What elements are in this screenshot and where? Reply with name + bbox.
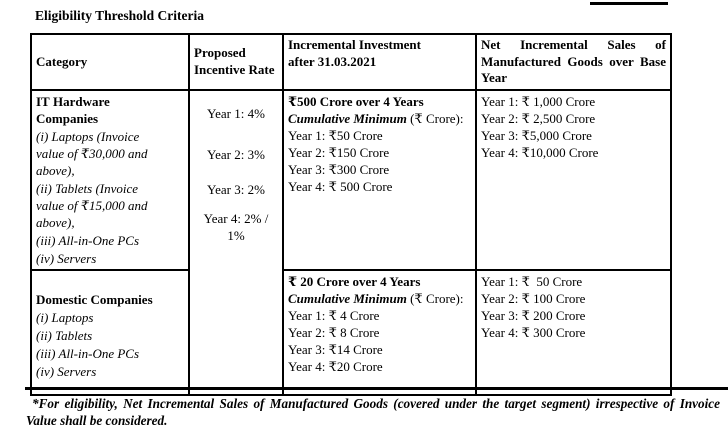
column-header-net-incremental-sales: Net Incremental Sales of Manufactured Go…	[475, 33, 672, 91]
footnote: *For eligibility, Net Incremental Sales …	[26, 396, 720, 428]
sales-year-4: Year 4: ₹ 300 Crore	[481, 324, 586, 340]
category-item: (iv) Servers	[36, 363, 97, 379]
cumulative-minimum-label: Cumulative Minimum	[288, 110, 407, 126]
column-header-incremental-investment-text: Incremental Investment after 31.03.2021	[288, 37, 421, 69]
investment-year-3: Year 3: ₹300 Crore	[288, 161, 390, 177]
rate-year-2: Year 2: 3%	[207, 146, 265, 162]
category-name: IT Hardware Companies	[36, 93, 110, 126]
category-item: (iii) All-in-One PCs	[36, 345, 140, 361]
sales-year-4: Year 4: ₹10,000 Crore	[481, 144, 599, 160]
sales-year-2: Year 2: ₹ 100 Crore	[481, 290, 586, 306]
investment-year-3: Year 3: ₹14 Crore	[288, 341, 383, 357]
top-rule-fragment	[590, 2, 668, 5]
sales-year-1: Year 1: ₹ 1,000 Crore	[481, 93, 596, 109]
cumulative-minimum-line: Cumulative Minimum (₹ Crore):	[288, 110, 471, 127]
sales-year-1: Year 1: ₹ 50 Crore	[481, 273, 583, 289]
category-content: Domestic Companies (i) Laptops (ii) Tabl…	[36, 291, 184, 380]
sales-year-3: Year 3: ₹5,000 Crore	[481, 127, 592, 143]
cumulative-minimum-label: Cumulative Minimum	[288, 290, 407, 306]
rate-year-3: Year 3: 2%	[207, 181, 265, 197]
sales-year-2: Year 2: ₹ 2,500 Crore	[481, 110, 596, 126]
investment-heading: ₹ 20 Crore over 4 Years	[288, 273, 421, 289]
table-header-row: Category Proposed Incentive Rate Increme…	[30, 33, 672, 91]
column-header-incremental-investment: Incremental Investment after 31.03.2021	[282, 33, 477, 91]
investment-cell-domestic: ₹ 20 Crore over 4 Years Cumulative Minim…	[282, 268, 477, 396]
category-item: (i) Laptops	[36, 309, 94, 325]
investment-heading: ₹500 Crore over 4 Years	[288, 93, 424, 109]
category-item: (ii) Tablets	[36, 327, 93, 343]
column-header-category: Category	[30, 33, 190, 91]
category-cell-it-hardware: IT Hardware Companies (i) Laptops (Invoi…	[30, 88, 190, 271]
sales-cell-domestic: Year 1: ₹ 50 Crore Year 2: ₹ 100 Crore Y…	[475, 268, 672, 396]
table-row-it-hardware: IT Hardware Companies (i) Laptops (Invoi…	[30, 88, 672, 396]
investment-cell-it-hardware: ₹500 Crore over 4 Years Cumulative Minim…	[282, 88, 477, 271]
footnote-separator-rule	[25, 387, 728, 390]
cumulative-minimum-suffix: (₹ Crore):	[406, 110, 464, 126]
investment-year-2: Year 2: ₹ 8 Crore	[288, 324, 380, 340]
page-title: Eligibility Threshold Criteria	[35, 8, 205, 23]
cumulative-minimum-line: Cumulative Minimum (₹ Crore):	[288, 290, 471, 307]
investment-year-1: Year 1: ₹ 4 Crore	[288, 307, 380, 323]
category-name: Domestic Companies	[36, 291, 153, 307]
eligibility-criteria-table: Category Proposed Incentive Rate Increme…	[30, 33, 672, 396]
column-header-incentive-rate: Proposed Incentive Rate	[188, 33, 284, 91]
sales-cell-it-hardware: Year 1: ₹ 1,000 Crore Year 2: ₹ 2,500 Cr…	[475, 88, 672, 271]
category-item: (i) Laptops (Invoice value of ₹30,000 an…	[36, 128, 148, 178]
category-cell-domestic: Domestic Companies (i) Laptops (ii) Tabl…	[30, 268, 190, 396]
cumulative-minimum-suffix: (₹ Crore):	[406, 290, 464, 306]
investment-year-4: Year 4: ₹20 Crore	[288, 358, 383, 374]
rate-year-4: Year 4: 2% / 1%	[203, 210, 269, 243]
investment-year-2: Year 2: ₹150 Crore	[288, 144, 390, 160]
table-row-domestic: Domestic Companies (i) Laptops (ii) Tabl…	[30, 268, 672, 396]
investment-year-4: Year 4: ₹ 500 Crore	[288, 178, 393, 194]
rate-year-1: Year 1: 4%	[207, 105, 265, 121]
category-item: (ii) Tablets (Invoice value of ₹15,000 a…	[36, 180, 148, 230]
category-item: (iv) Servers	[36, 250, 97, 266]
investment-year-1: Year 1: ₹50 Crore	[288, 127, 383, 143]
sales-year-3: Year 3: ₹ 200 Crore	[481, 307, 586, 323]
category-item: (iii) All-in-One PCs	[36, 232, 140, 248]
incentive-rate-cell: Year 1: 4% Year 2: 3% Year 3: 2% Year 4:…	[188, 88, 284, 396]
